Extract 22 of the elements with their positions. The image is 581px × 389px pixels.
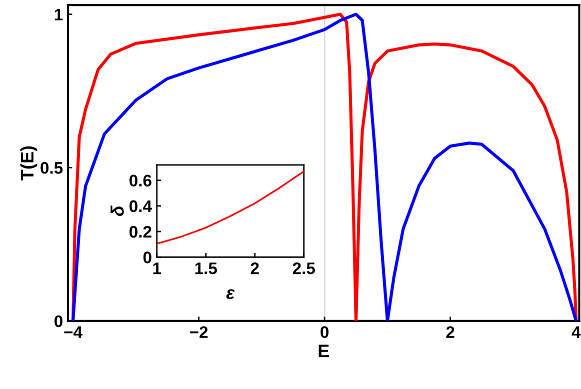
y-tick-label: 0 [143, 252, 152, 264]
y-tick-label: 0.4 [130, 200, 152, 212]
x-tick-label: −2 [190, 326, 208, 338]
x-tick-label: −4 [64, 326, 82, 338]
x-tick-label: 1 [153, 262, 162, 274]
y-tick-label: 0 [54, 315, 62, 328]
x-tick-label: 2.5 [292, 262, 315, 274]
x-tick-label: 1.5 [195, 262, 217, 274]
x-tick-label: 0 [320, 326, 329, 338]
y-axis-title: T(E) [20, 146, 38, 180]
x-tick-label: 2 [446, 326, 454, 338]
x-axis-title: ε [226, 289, 235, 300]
y-axis-title: δ [110, 205, 124, 216]
x-tick-label: 2 [250, 262, 259, 274]
line-series [156, 170, 304, 245]
y-tick-label: 1 [54, 8, 63, 20]
x-axis-title: E [318, 344, 329, 358]
line-series [71, 12, 578, 321]
x-tick-label: 4 [572, 326, 581, 338]
y-tick-label: 0.6 [130, 174, 152, 187]
y-tick-label: 0.5 [40, 162, 63, 174]
y-tick-label: 0.2 [130, 226, 152, 238]
